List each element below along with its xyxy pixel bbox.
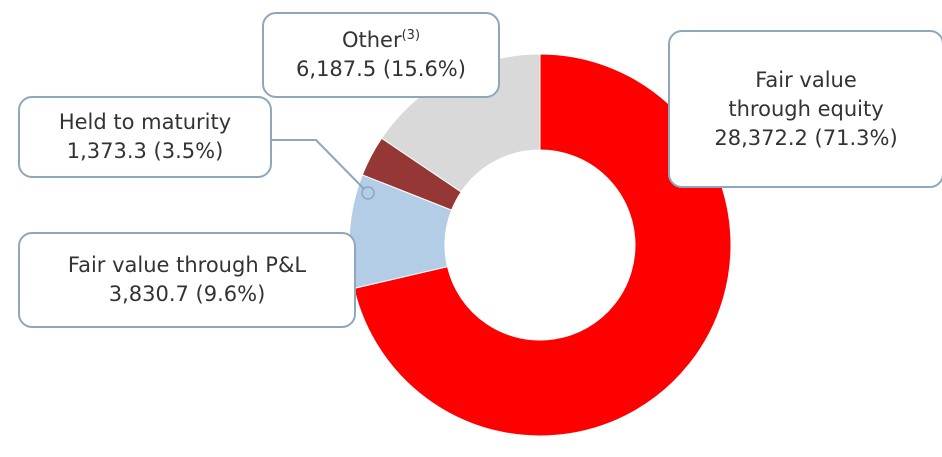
label-value: 6,187.5 (15.6%) xyxy=(296,57,466,81)
donut-slice xyxy=(380,53,541,193)
callout: Fair value through equity 28,372.2 (71.3… xyxy=(668,30,942,188)
label-name-wrap: Other(3) xyxy=(342,26,420,55)
callout: Other(3) 6,187.5 (15.6%) xyxy=(262,12,500,98)
label-value: 28,372.2 (71.3%) xyxy=(714,125,898,150)
label-value: 1,373.3 (3.5%) xyxy=(66,139,224,163)
label-name: Held to maturity xyxy=(58,110,232,134)
label-value: 3,830.7 (9.6%) xyxy=(108,282,266,306)
label-name: Fair value through equity xyxy=(728,67,884,121)
label-name: Other xyxy=(341,28,402,52)
connector-dot xyxy=(361,186,375,200)
connector xyxy=(272,139,369,194)
label-name: Fair value through P&L xyxy=(67,253,307,277)
donut-slice xyxy=(353,53,732,437)
callout: Fair value through P&L 3,830.7 (9.6%) xyxy=(18,232,356,328)
callout: Held to maturity 1,373.3 (3.5%) xyxy=(18,96,272,178)
footnote-ref: (3) xyxy=(401,28,421,43)
